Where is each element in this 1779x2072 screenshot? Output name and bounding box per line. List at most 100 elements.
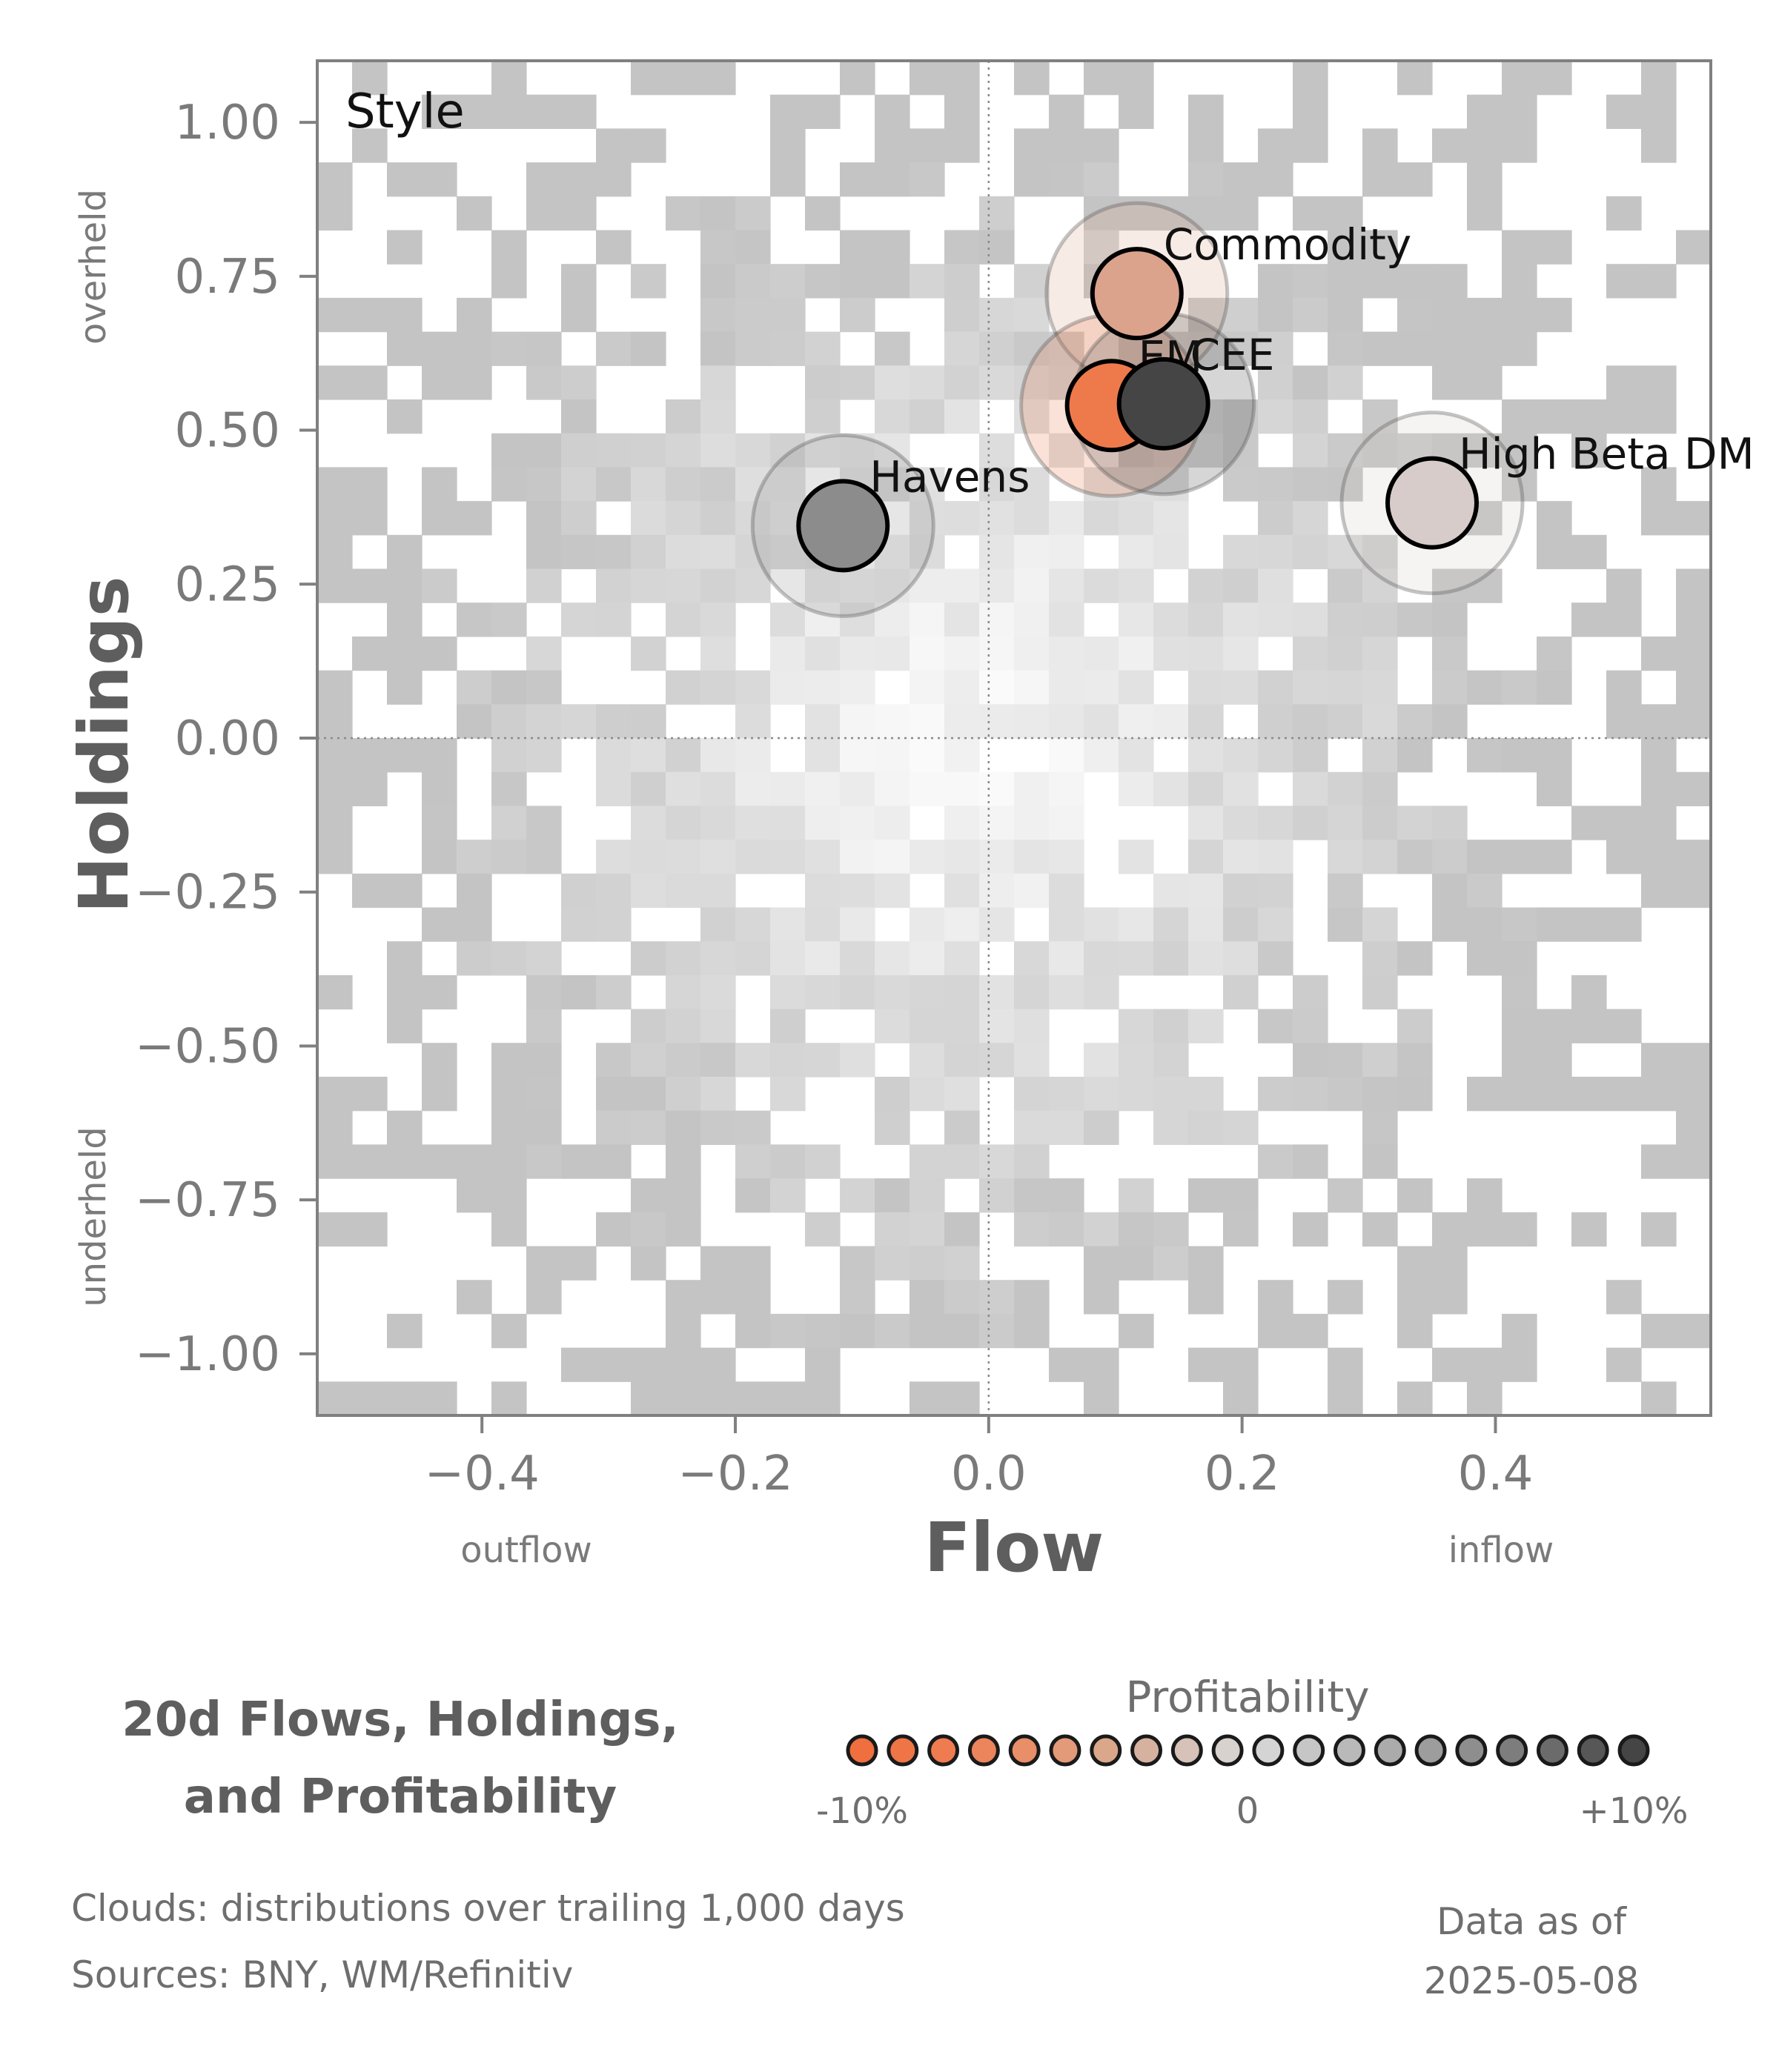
cloud-cell — [1641, 1043, 1677, 1077]
cloud-cell — [1362, 907, 1398, 942]
y-side-label-overheld: overheld — [73, 189, 114, 345]
cloud-cell — [1641, 873, 1677, 909]
cloud-cell — [1014, 467, 1050, 502]
cloud-cell — [805, 433, 841, 468]
cloud-cell — [387, 297, 423, 333]
cloud-cell — [1641, 61, 1677, 96]
cloud-cell — [1571, 399, 1607, 434]
cloud-cell — [1397, 331, 1433, 366]
cloud-cell — [526, 1110, 562, 1145]
cloud-cell — [631, 738, 666, 773]
cloud-cell — [944, 806, 980, 840]
cloud-cell — [1537, 1077, 1572, 1112]
cloud-cell — [1362, 264, 1398, 299]
cloud-cell — [1293, 636, 1328, 671]
cloud-cell — [1362, 1144, 1398, 1179]
cloud-cell — [735, 1313, 771, 1349]
cloud-cell — [1676, 230, 1712, 265]
legend-min-label: -10% — [816, 1790, 908, 1832]
cloud-cell — [770, 433, 806, 468]
cloud-cell — [387, 534, 423, 570]
cloud-cell — [700, 399, 736, 434]
cloud-cell — [1084, 467, 1119, 502]
cloud-cell — [596, 873, 632, 909]
cloud-cell — [979, 670, 1015, 705]
cloud-cell — [1397, 1280, 1433, 1315]
cloud-cell — [1606, 568, 1642, 603]
cloud-cell — [1641, 771, 1677, 806]
cloud-cell — [1362, 704, 1398, 739]
cloud-cell — [840, 771, 875, 806]
cloud-cell — [317, 365, 353, 400]
cloud-cell — [735, 1144, 771, 1179]
cloud-cell — [700, 738, 736, 773]
cloud-cell — [1153, 1043, 1189, 1077]
y-tick-label: 0.75 — [175, 250, 281, 305]
cloud-cell — [1397, 806, 1433, 840]
cloud-cell — [1014, 1144, 1050, 1179]
cloud-cell — [422, 365, 457, 400]
cloud-cell — [1223, 1212, 1259, 1247]
cloud-cell — [1014, 128, 1050, 163]
cloud-cell — [1188, 771, 1224, 806]
cloud-cell — [1014, 873, 1050, 909]
cloud-cell — [1049, 162, 1084, 197]
cloud-cell — [1467, 670, 1503, 705]
cloud-cell — [1397, 941, 1433, 976]
cloud-cell — [944, 602, 980, 637]
cloud-cell — [1049, 771, 1084, 806]
cloud-cell — [317, 501, 353, 536]
cloud-cell — [1571, 1009, 1607, 1043]
cloud-cell — [1293, 602, 1328, 637]
cloud-cell — [910, 1144, 945, 1179]
cloud-cell — [1328, 840, 1363, 874]
cloud-cell — [735, 1043, 771, 1077]
cloud-cell — [944, 1381, 980, 1416]
cloud-cell — [700, 974, 736, 1010]
cloud-cell — [526, 840, 562, 874]
cloud-cell — [422, 907, 457, 942]
cloud-cell — [1676, 636, 1712, 671]
cloud-cell — [317, 534, 353, 570]
cloud-cell — [387, 873, 423, 909]
cloud-cell — [1293, 738, 1328, 773]
cloud-cell — [1397, 1178, 1433, 1213]
cloud-cell — [1119, 568, 1154, 603]
cloud-cell — [491, 1212, 527, 1247]
cloud-cell — [1049, 704, 1084, 739]
cloud-cell — [1502, 1212, 1537, 1247]
cloud-cell — [1258, 738, 1293, 773]
cloud-cell — [561, 433, 597, 468]
cloud-cell — [1606, 840, 1642, 874]
cloud-cell — [491, 771, 527, 806]
cloud-cell — [1188, 297, 1224, 333]
cloud-cell — [631, 941, 666, 976]
cloud-cell — [944, 1077, 980, 1112]
cloud-cell — [561, 467, 597, 502]
cloud-cell — [596, 1110, 632, 1145]
cloud-cell — [1119, 94, 1154, 129]
cloud-cell — [735, 1178, 771, 1213]
cloud-cell — [1641, 1077, 1677, 1112]
cloud-cell — [666, 670, 701, 705]
cloud-cell — [1293, 1043, 1328, 1077]
cloud-cell — [875, 602, 910, 637]
cloud-cell — [944, 771, 980, 806]
legend-swatch — [1617, 1734, 1650, 1767]
cloud-cell — [631, 1212, 666, 1247]
y-tick-label: 0.00 — [175, 711, 281, 766]
cloud-cell — [631, 873, 666, 909]
cloud-cell — [840, 670, 875, 705]
cloud-cell — [1223, 738, 1259, 773]
cloud-cell — [735, 704, 771, 739]
cloud-cell — [1537, 399, 1572, 434]
cloud-cell — [1084, 1280, 1119, 1315]
cloud-cell — [457, 331, 492, 366]
cloud-cell — [1432, 568, 1468, 603]
y-tick-label: 1.00 — [175, 96, 281, 150]
cloud-cell — [1188, 1110, 1224, 1145]
cloud-cell — [770, 1077, 806, 1112]
cloud-cell — [1049, 1077, 1084, 1112]
